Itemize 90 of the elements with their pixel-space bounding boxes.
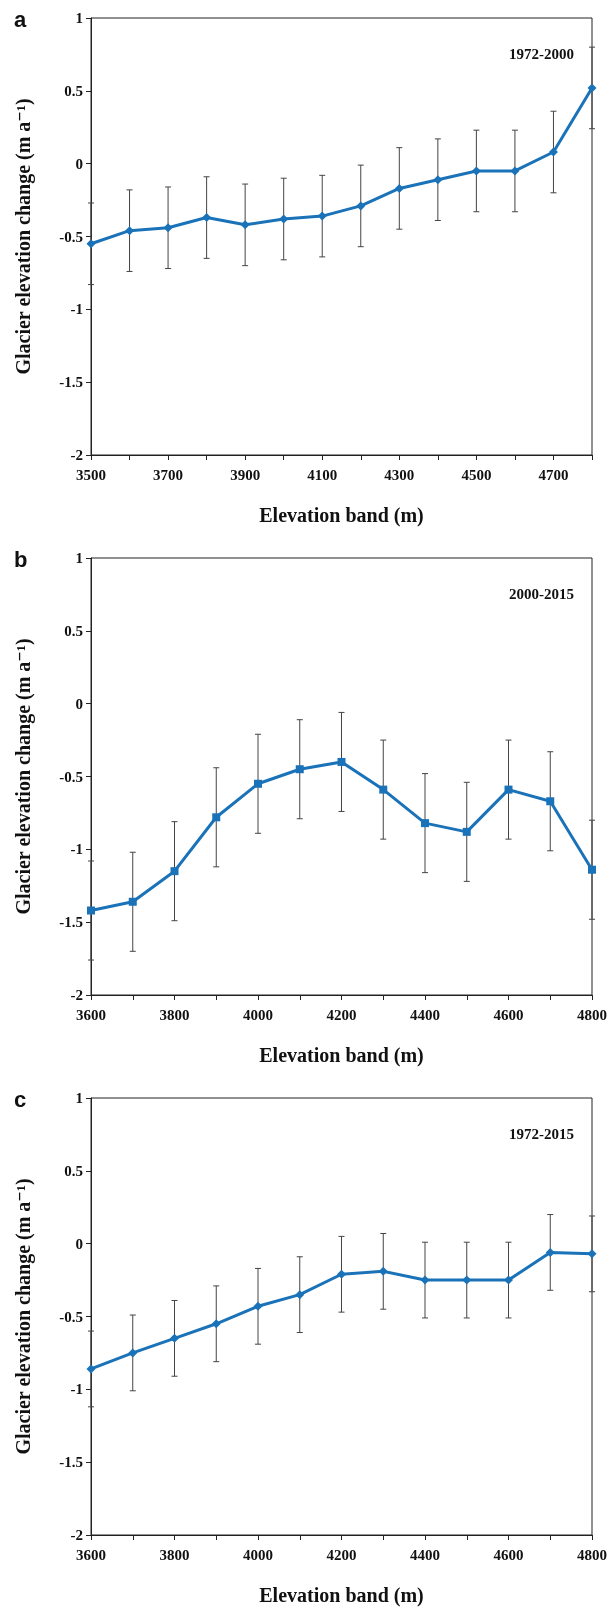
y-tick-label: 0 — [75, 1235, 83, 1252]
y-tick-label: 0 — [75, 695, 83, 712]
x-tick-label: 4500 — [461, 466, 492, 483]
x-tick-label: 4600 — [493, 1006, 524, 1023]
x-axis-title: Elevation band (m) — [259, 1044, 424, 1067]
point — [356, 201, 366, 211]
point — [253, 1301, 263, 1311]
y-tick-label: 0.5 — [64, 82, 83, 99]
y-tick-label: 0 — [75, 155, 83, 172]
x-tick-label: 3600 — [76, 1546, 106, 1563]
x-tick-label: 3800 — [159, 1006, 190, 1023]
point — [379, 785, 388, 794]
point — [545, 1247, 555, 1257]
y-tick-label: -0.5 — [59, 228, 83, 245]
point — [587, 1249, 597, 1259]
point — [433, 175, 443, 185]
point — [240, 220, 250, 230]
y-tick-label: -0.5 — [59, 1308, 83, 1325]
point — [337, 757, 346, 766]
point — [420, 1275, 430, 1285]
x-tick-label: 4800 — [577, 1546, 607, 1563]
y-tick-label: 1 — [75, 1090, 83, 1106]
point — [510, 166, 520, 176]
x-tick-label: 4400 — [410, 1006, 440, 1023]
point — [504, 785, 513, 794]
point — [86, 239, 96, 249]
point — [337, 1269, 346, 1279]
point — [128, 1348, 138, 1358]
x-tick-label: 4400 — [410, 1546, 440, 1563]
y-tick-label: 1 — [75, 10, 83, 26]
point — [421, 819, 429, 828]
x-tick-label: 3500 — [76, 466, 106, 483]
point — [295, 765, 304, 774]
x-tick-label: 4000 — [243, 1546, 273, 1563]
point — [254, 779, 262, 788]
point — [202, 213, 212, 223]
x-tick-label: 4700 — [538, 466, 569, 483]
x-axis-title: Elevation band (m) — [259, 504, 424, 527]
point — [394, 183, 404, 193]
x-tick-label: 4300 — [384, 466, 415, 483]
point — [462, 827, 471, 836]
point — [163, 223, 173, 233]
chart-title: c — [14, 1086, 27, 1112]
y-tick-label: -2 — [70, 447, 83, 463]
x-tick-label: 4800 — [577, 1006, 607, 1023]
x-tick-label: 3600 — [76, 1006, 106, 1023]
point — [212, 813, 221, 822]
y-tick-label: -1.5 — [59, 914, 83, 931]
y-tick-label: 0.5 — [64, 1162, 83, 1179]
x-tick-label: 3900 — [230, 466, 261, 483]
chart-title: a — [14, 6, 27, 32]
point — [87, 906, 95, 915]
point — [471, 166, 481, 176]
y-axis-title: Glacier elevation change (m a⁻¹) — [12, 98, 35, 375]
y-tick-label: -1.5 — [59, 1454, 83, 1471]
x-tick-label: 3700 — [153, 466, 184, 483]
point — [170, 1333, 179, 1343]
y-axis-title: Glacier elevation change (m a⁻¹) — [12, 638, 35, 915]
chart-title: b — [14, 546, 28, 572]
point — [86, 1364, 96, 1374]
point — [295, 1290, 305, 1300]
annotation: 1972-2000 — [509, 45, 574, 62]
y-tick-label: -1.5 — [59, 374, 83, 391]
y-tick-label: 0.5 — [64, 622, 83, 639]
x-tick-label: 4200 — [326, 1546, 357, 1563]
point — [128, 897, 137, 906]
x-tick-label: 4000 — [243, 1006, 273, 1023]
y-tick-label: -2 — [70, 987, 83, 1003]
y-tick-label: -0.5 — [59, 768, 83, 785]
annotation: 1972-2015 — [509, 1125, 574, 1142]
annotation: 2000-2015 — [509, 585, 574, 602]
point — [317, 211, 327, 221]
point — [587, 83, 597, 93]
point — [211, 1319, 221, 1329]
y-tick-label: -2 — [70, 1527, 83, 1543]
point — [504, 1275, 513, 1285]
x-tick-label: 3800 — [159, 1546, 190, 1563]
y-tick-label: -1 — [70, 1381, 83, 1398]
point — [170, 867, 179, 876]
y-tick-label: -1 — [70, 841, 83, 858]
y-tick-label: 1 — [75, 550, 83, 566]
x-axis-title: Elevation band (m) — [259, 1584, 424, 1607]
x-tick-label: 4200 — [326, 1006, 357, 1023]
point — [548, 147, 558, 157]
x-tick-label: 4600 — [493, 1546, 524, 1563]
y-tick-label: -1 — [70, 301, 83, 318]
point — [588, 865, 596, 874]
y-axis-title: Glacier elevation change (m a⁻¹) — [12, 1178, 35, 1455]
x-tick-label: 4100 — [307, 466, 338, 483]
point — [546, 797, 555, 806]
